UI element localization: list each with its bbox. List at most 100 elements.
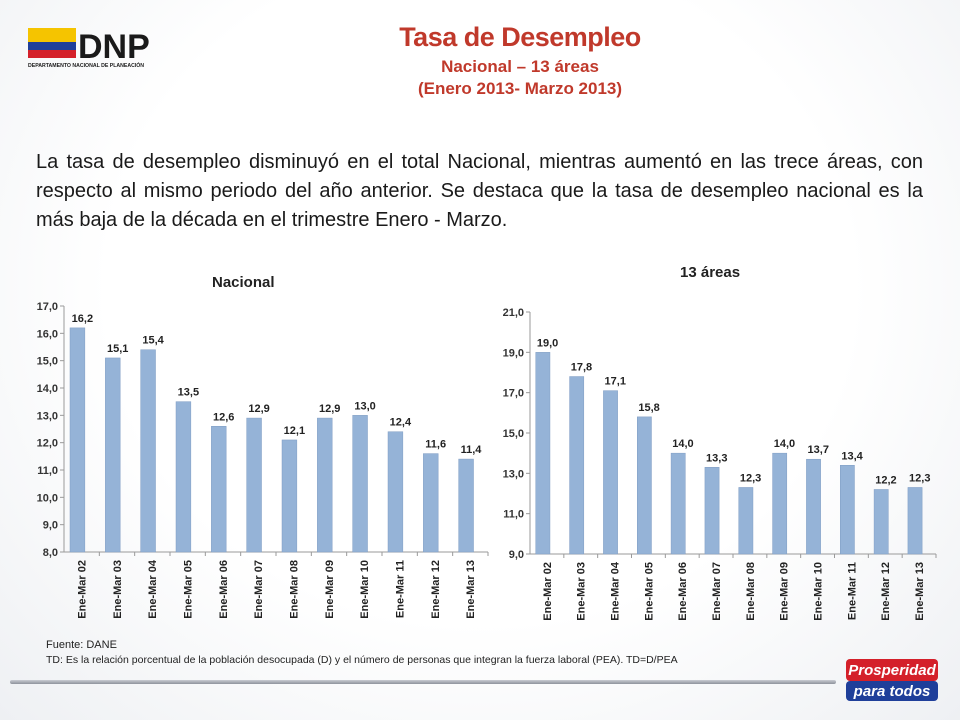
- page-period: (Enero 2013- Marzo 2013): [417, 79, 623, 98]
- bar: [211, 426, 227, 553]
- bar: [352, 415, 368, 553]
- x-tick-label: Ene-Mar 11: [846, 562, 858, 620]
- y-tick-label: 16,0: [37, 328, 58, 340]
- bar-value-label: 11,4: [461, 444, 483, 456]
- x-tick-label: Ene-Mar 03: [112, 560, 124, 619]
- logo-text: DNP: [78, 28, 150, 66]
- bar: [281, 439, 298, 553]
- x-tick-label: Ene-Mar 07: [711, 562, 723, 621]
- bar: [907, 487, 923, 555]
- bar: [873, 489, 889, 555]
- x-tick-label: Ene-Mar 12: [430, 560, 442, 619]
- bar: [105, 357, 121, 553]
- page-subtitle: Nacional – 13 áreas: [441, 57, 599, 76]
- bar-value-label: 17,1: [605, 376, 626, 388]
- bar-value-label: 12,4: [390, 417, 412, 429]
- footer-note: TD: Es la relación porcentual de la pobl…: [46, 654, 678, 666]
- x-tick-label: Ene-Mar 10: [812, 562, 824, 621]
- y-tick-label: 21,0: [503, 307, 524, 319]
- title-block: Tasa de Desempleo Nacional – 13 áreas (E…: [300, 22, 740, 99]
- bar-value-label: 17,8: [571, 362, 592, 374]
- dnp-logo: DNP DEPARTAMENTO NACIONAL DE PLANEACIÓN: [28, 28, 150, 69]
- bar: [569, 376, 585, 555]
- y-tick-label: 9,0: [509, 549, 524, 561]
- bar: [175, 401, 192, 553]
- bar: [806, 458, 821, 555]
- summary-text: La tasa de desempleo disminuyó en el tot…: [36, 151, 923, 231]
- bar: [458, 458, 474, 553]
- footer-divider: [10, 680, 836, 684]
- bar-value-label: 15,1: [107, 343, 128, 355]
- bar-value-label: 14,0: [672, 438, 693, 450]
- x-tick-label: Ene-Mar 09: [324, 560, 336, 619]
- y-tick-label: 17,0: [503, 388, 524, 400]
- y-tick-label: 12,0: [37, 438, 58, 450]
- y-tick-label: 15,0: [37, 356, 58, 368]
- bar: [140, 349, 156, 553]
- badge-line2: para todos: [853, 683, 931, 700]
- x-tick-label: Ene-Mar 08: [745, 562, 757, 621]
- y-tick-label: 13,0: [37, 410, 58, 422]
- bar: [772, 452, 788, 555]
- x-tick-label: Ene-Mar 06: [218, 560, 230, 619]
- bar: [387, 431, 404, 553]
- x-tick-label: Ene-Mar 04: [609, 561, 621, 621]
- x-tick-label: Ene-Mar 09: [779, 562, 791, 621]
- bar-value-label: 13,7: [808, 444, 829, 456]
- chart-nacional: 8,0 9,0 10,0 11,0 12,0 13,0 14,0 15,0 16,0 17,0 16…: [37, 301, 489, 619]
- bar: [69, 327, 86, 553]
- y-tick-label: 11,0: [503, 509, 524, 521]
- bar-value-label: 13,0: [354, 400, 375, 412]
- bar-value-label: 12,2: [875, 474, 896, 486]
- bar: [704, 467, 720, 555]
- bar: [246, 417, 262, 553]
- chart-title-13-areas: 13 áreas: [680, 264, 741, 281]
- y-tick-label: 10,0: [37, 492, 58, 504]
- prosperidad-badge: Prosperidad para todos: [846, 659, 938, 701]
- bar-value-label: 12,6: [213, 411, 234, 423]
- x-tick-label: Ene-Mar 02: [542, 562, 554, 621]
- chart-13-areas: 9,0 11,0 13,0 15,0 17,0 19,0 21,0 19,0 Ene-Mar 0…: [503, 307, 937, 621]
- bar-value-label: 12,3: [740, 472, 761, 484]
- bar-value-label: 14,0: [774, 438, 795, 450]
- bar-value-label: 12,3: [909, 472, 930, 484]
- bar-value-label: 12,9: [319, 403, 340, 415]
- bar: [670, 452, 686, 555]
- y-tick-label: 14,0: [37, 383, 58, 395]
- bar-value-label: 11,6: [425, 439, 446, 451]
- y-tick-label: 13,0: [503, 468, 524, 480]
- bar-value-label: 19,0: [537, 337, 558, 349]
- x-tick-label: Ene-Mar 07: [253, 560, 265, 619]
- chart-title-nacional: Nacional: [212, 274, 275, 291]
- bar: [423, 453, 439, 553]
- bar-value-label: 12,1: [284, 425, 305, 437]
- x-tick-label: Ene-Mar 06: [677, 562, 689, 621]
- x-tick-label: Ene-Mar 11: [395, 560, 407, 618]
- bar-value-label: 15,8: [638, 402, 659, 414]
- logo-subtext: DEPARTAMENTO NACIONAL DE PLANEACIÓN: [28, 61, 144, 69]
- x-tick-label: Ene-Mar 10: [359, 560, 371, 619]
- x-tick-label: Ene-Mar 02: [77, 560, 89, 619]
- x-tick-label: Ene-Mar 03: [576, 562, 588, 621]
- bar-value-label: 13,3: [706, 452, 727, 464]
- bar-value-label: 13,5: [178, 387, 199, 399]
- y-tick-label: 11,0: [37, 465, 58, 477]
- bar-value-label: 12,9: [248, 403, 269, 415]
- y-tick-label: 17,0: [37, 301, 58, 313]
- page-title: Tasa de Desempleo: [399, 22, 641, 52]
- bar: [317, 417, 333, 553]
- bar-value-label: 15,4: [142, 335, 164, 347]
- x-tick-label: Ene-Mar 13: [465, 560, 477, 619]
- y-tick-label: 9,0: [43, 520, 58, 532]
- bar: [535, 352, 551, 555]
- y-tick-label: 15,0: [503, 428, 524, 440]
- x-tick-label: Ene-Mar 13: [914, 562, 926, 621]
- x-tick-label: Ene-Mar 12: [880, 562, 892, 621]
- bar: [840, 465, 855, 555]
- footer-source: Fuente: DANE: [46, 639, 117, 651]
- bar-value-label: 13,4: [841, 450, 863, 462]
- badge-line1: Prosperidad: [848, 662, 936, 679]
- bar-value-label: 16,2: [72, 313, 93, 325]
- x-tick-label: Ene-Mar 08: [289, 560, 301, 619]
- x-tick-label: Ene-Mar 04: [147, 559, 159, 619]
